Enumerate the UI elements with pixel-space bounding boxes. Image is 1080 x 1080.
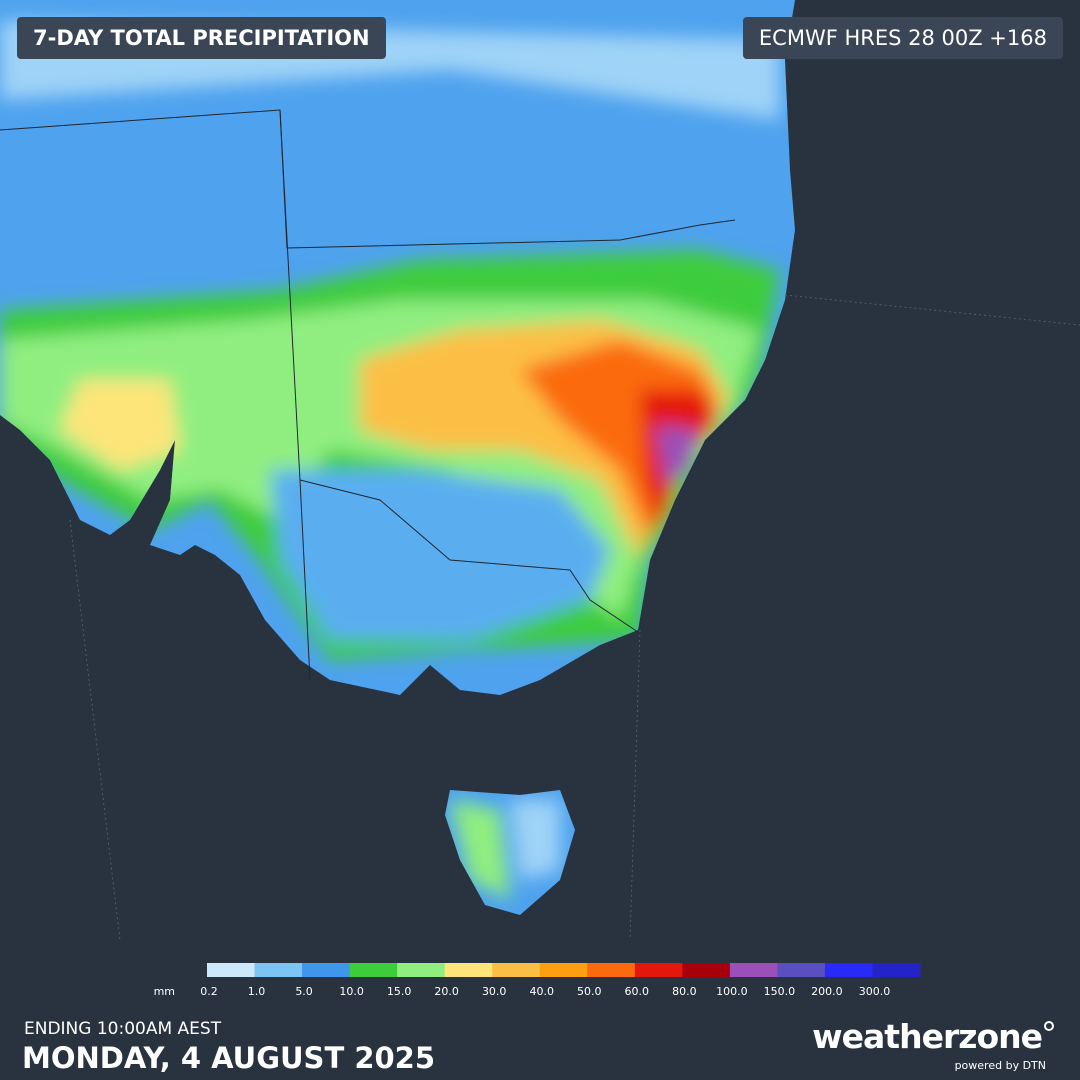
legend-label: 80.0 [672, 985, 697, 998]
ending-text: ENDING 10:00AM AEST [24, 1019, 222, 1039]
legend-swatch [492, 963, 541, 977]
legend-swatch [444, 963, 493, 977]
legend-label: 50.0 [577, 985, 602, 998]
legend-unit: mm [154, 985, 175, 998]
legend-swatch [729, 963, 778, 977]
logo-degree [1044, 1021, 1054, 1031]
logo: weatherzone [812, 1017, 1042, 1056]
legend-swatch [634, 963, 683, 977]
legend-swatch [872, 963, 921, 977]
model-label: ECMWF HRES 28 00Z +168 [742, 17, 1063, 59]
powered-by: powered by DTN [955, 1059, 1046, 1072]
legend-label: 0.2 [200, 985, 218, 998]
legend-label: 15.0 [387, 985, 412, 998]
legend-label: 40.0 [529, 985, 554, 998]
legend-label: 200.0 [811, 985, 843, 998]
legend-label: 100.0 [716, 985, 748, 998]
legend-swatch [302, 963, 351, 977]
legend-label: 60.0 [625, 985, 650, 998]
legend-swatch [777, 963, 826, 977]
legend-swatch [539, 963, 588, 977]
legend-label: 10.0 [339, 985, 364, 998]
legend-label: 30.0 [482, 985, 507, 998]
title: 7-DAY TOTAL PRECIPITATION [17, 17, 386, 59]
legend-swatch [397, 963, 446, 977]
legend-label: 300.0 [859, 985, 891, 998]
graticule [69, 294, 1080, 941]
state-borders [0, 109, 736, 681]
footer: ENDING 10:00AM AEST MONDAY, 4 AUGUST 202… [22, 1017, 1054, 1075]
legend-swatch [349, 963, 398, 977]
legend-swatch [207, 963, 256, 977]
legend-label: 150.0 [764, 985, 796, 998]
legend-label: 5.0 [295, 985, 313, 998]
rainfall-field [0, 0, 795, 915]
legend-swatch [682, 963, 731, 977]
legend: mm 0.2 1.0 5.0 10.0 15.0 20.0 30.0 40.0 50.0 60.0 8… [154, 963, 921, 998]
legend-label: 1.0 [248, 985, 266, 998]
legend-label: 20.0 [434, 985, 459, 998]
date-text: MONDAY, 4 AUGUST 2025 [22, 1041, 435, 1075]
legend-swatch [254, 963, 303, 977]
legend-swatch [824, 963, 873, 977]
legend-swatch [587, 963, 636, 977]
